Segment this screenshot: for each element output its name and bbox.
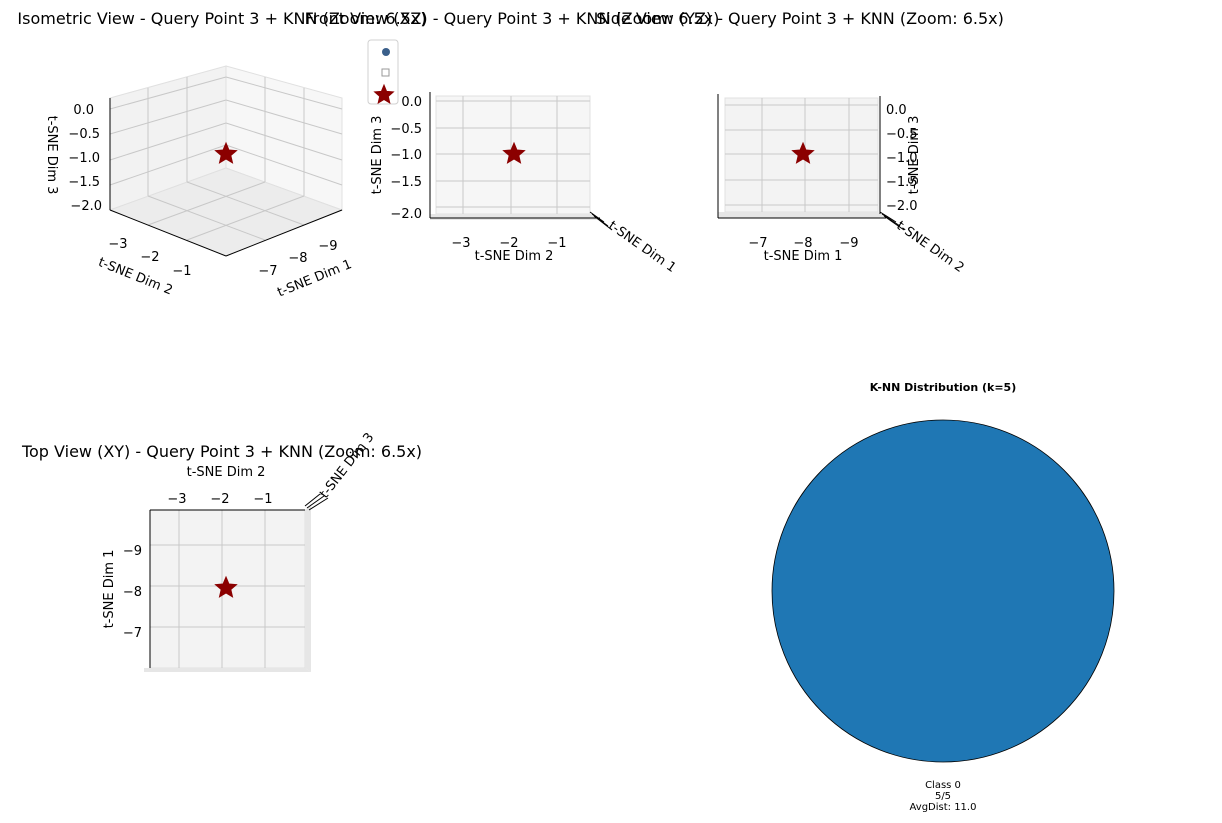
front-z-tick: −0.5 [390,122,422,137]
front-depth-ticks [589,211,613,231]
top-x-tick: −2 [210,492,229,507]
top-y-tick: −8 [123,585,142,600]
front-floor [430,214,600,220]
pie-slice-class-0[interactable] [771,419,1115,763]
legend-square-icon [381,68,390,77]
side-depth-ticks [879,211,905,231]
side-floor [718,212,886,218]
top-right-edge [305,504,311,672]
front-x-tick: −2 [499,236,518,251]
front-panel: Front View (XZ) - Query Point 3 + KNN (Z… [305,9,720,276]
side-z-ticks: 0.0 −0.5 −1.0 −1.5 −2.0 [886,103,918,214]
front-z-label: t-SNE Dim 3 [370,116,385,195]
side-z-tick: 0.0 [886,103,907,118]
pie-title: K-NN Distribution (k=5) [870,381,1016,394]
legend [367,39,399,105]
legend-point-icon [382,48,390,56]
side-x-tick: −9 [839,236,858,251]
front-x-label: t-SNE Dim 2 [475,249,554,264]
side-z-tick: −1.0 [886,151,918,166]
iso-z-tick: −1.5 [68,175,100,190]
iso-x-ticks: −9 −8 −7 [258,239,337,279]
front-z-tick: 0.0 [401,95,422,110]
front-x-tick: −1 [547,236,566,251]
side-query-star [791,141,815,164]
front-title: Front View (XZ) - Query Point 3 + KNN (Z… [305,9,720,28]
side-z-tick: −2.0 [886,199,918,214]
front-depth-label: t-SNE Dim 1 [605,218,678,275]
top-x-tick: −1 [253,492,272,507]
iso-z-label: t-SNE Dim 3 [44,116,59,195]
iso-x-tick: −8 [288,251,307,266]
top-y-tick: −9 [123,544,142,559]
iso-x-axis [225,209,343,257]
top-x-ticks: −3 −2 −1 [167,492,272,507]
side-z-label: t-SNE Dim 3 [907,116,922,195]
iso-y-tick: −1 [172,264,191,279]
side-depth-label: t-SNE Dim 2 [893,218,966,275]
side-z-tick: −1.5 [886,175,918,190]
iso-z-tick: −2.0 [70,199,102,214]
iso-x-tick: −9 [318,239,337,254]
iso-y-tick: −2 [140,250,159,265]
iso-query-star [214,141,238,164]
iso-z-tick: −1.0 [68,151,100,166]
iso-z-tick: 0.0 [73,103,94,118]
side-title: Side View (YZ) - Query Point 3 + KNN (Zo… [596,9,1004,28]
iso-z-ticks: 0.0 −0.5 −1.0 −1.5 −2.0 [68,103,102,214]
iso-x-label: t-SNE Dim 1 [275,257,354,300]
top-depth-ticks [304,493,329,511]
front-z-tick: −2.0 [390,207,422,222]
iso-z-tick: −0.5 [68,127,100,142]
top-bottom-edge [144,668,311,672]
top-panel: Top View (XY) - Query Point 3 + KNN (Zoo… [21,430,422,672]
iso-y-label: t-SNE Dim 2 [96,255,175,298]
side-x-tick: −7 [748,236,767,251]
side-x-tick: −8 [793,236,812,251]
front-x-tick: −3 [451,236,470,251]
front-z-tick: −1.0 [390,148,422,163]
top-title: Top View (XY) - Query Point 3 + KNN (Zoo… [21,442,422,461]
iso-y-ticks: −3 −2 −1 [108,237,191,279]
top-y-label: t-SNE Dim 1 [102,550,117,629]
iso-x-tick: −7 [258,264,277,279]
pie-slice-label: Class 0 [925,780,961,791]
side-z-tick: −0.5 [886,127,918,142]
side-x-ticks: −7 −8 −9 [748,236,858,251]
pie-panel: K-NN Distribution (k=5) Class 0 5/5 AvgD… [771,381,1115,813]
isometric-title: Isometric View - Query Point 3 + KNN (Zo… [17,9,426,28]
top-x-tick: −3 [167,492,186,507]
front-query-star [502,141,526,164]
front-z-tick: −1.5 [390,175,422,190]
iso-y-tick: −3 [108,237,127,252]
side-x-label: t-SNE Dim 1 [764,249,843,264]
isometric-panel: Isometric View - Query Point 3 + KNN (Zo… [17,9,426,300]
iso-y-axis [109,209,227,257]
top-y-tick: −7 [123,626,142,641]
side-panel: Side View (YZ) - Query Point 3 + KNN (Zo… [596,9,1004,276]
top-y-ticks: −9 −8 −7 [123,544,142,641]
pie-slice-count: 5/5 [935,791,951,802]
front-x-ticks: −3 −2 −1 [451,236,566,251]
front-z-ticks: 0.0 −0.5 −1.0 −1.5 −2.0 [390,95,422,222]
top-query-star [214,575,238,598]
top-depth-label: t-SNE Dim 3 [317,430,377,501]
iso-grid [109,76,343,241]
pie-slice-avgdist: AvgDist: 11.0 [910,802,977,813]
legend-star-icon [373,83,395,105]
top-x-label: t-SNE Dim 2 [187,465,266,480]
